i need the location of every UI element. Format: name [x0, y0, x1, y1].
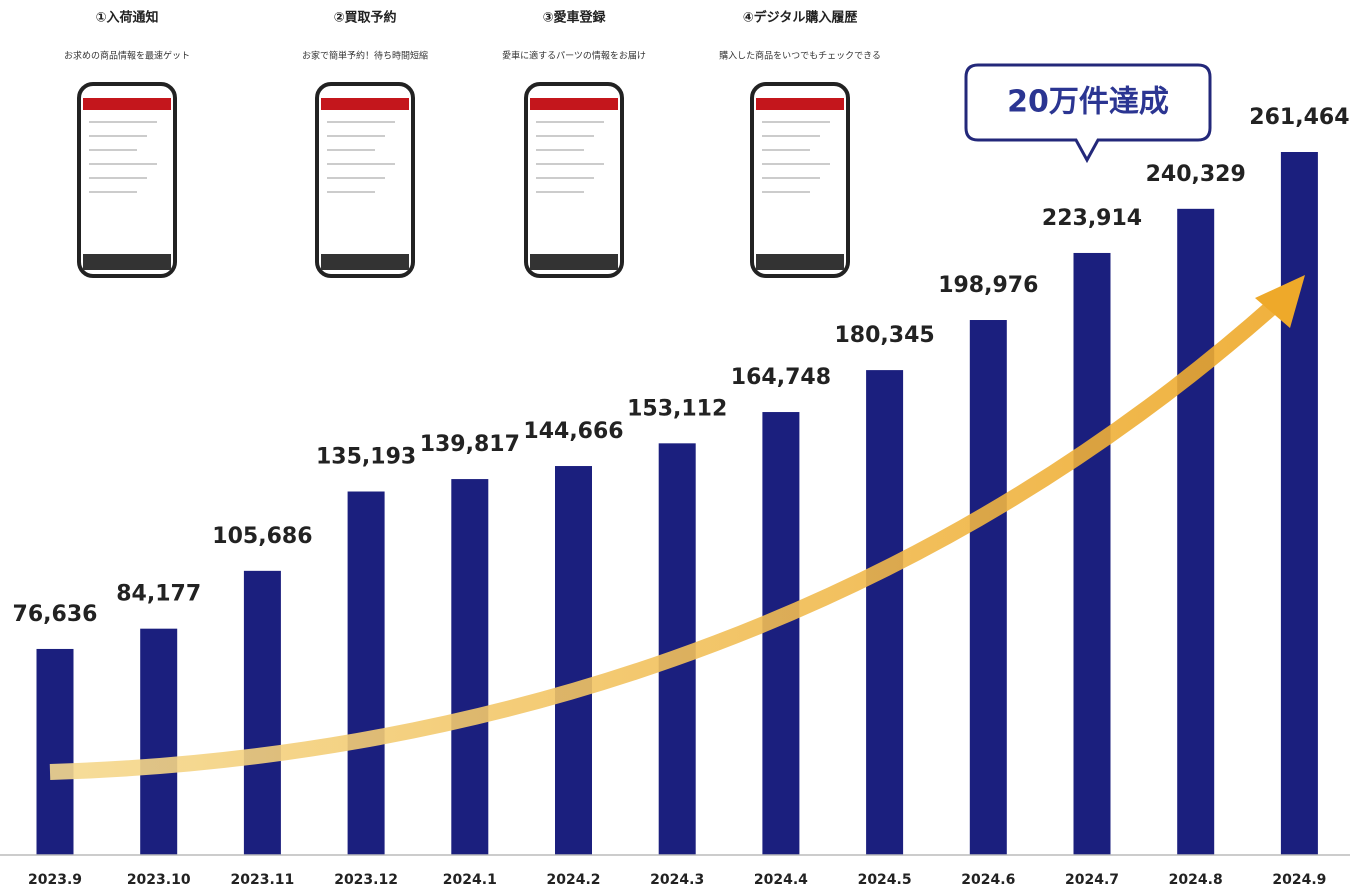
value-label: 164,748 — [731, 365, 831, 390]
bar — [1177, 208, 1215, 856]
callout: 20万件達成 — [964, 63, 1212, 164]
feature-description: お家で簡単予約！待ち時間短縮 — [302, 50, 428, 62]
feature-description: 購入した商品をいつでもチェックできる — [719, 50, 881, 62]
x-tick-label: 2023.10 — [127, 872, 191, 888]
value-label: 223,914 — [1042, 206, 1142, 231]
feature-title: ③愛車登録 — [542, 10, 606, 26]
x-tick-label: 2024.9 — [1272, 872, 1326, 888]
x-tick-label: 2023.12 — [334, 872, 398, 888]
phone-header — [321, 98, 409, 110]
bar — [243, 570, 281, 855]
value-label: 105,686 — [212, 524, 312, 549]
value-label: 153,112 — [627, 396, 727, 421]
callout-text: 20万件達成 — [1007, 85, 1169, 120]
value-label: 261,464 — [1249, 105, 1349, 130]
callout-box — [964, 63, 1212, 164]
phone-footer — [530, 254, 618, 270]
bar — [969, 320, 1007, 855]
bar — [1073, 252, 1111, 855]
bar — [347, 491, 385, 855]
value-label: 198,976 — [938, 273, 1038, 298]
value-label: 144,666 — [523, 419, 623, 444]
feature-title: ①入荷通知 — [95, 10, 158, 26]
bar — [1280, 152, 1318, 855]
bar — [866, 370, 904, 855]
x-tick-label: 2024.1 — [443, 872, 497, 888]
value-label: 76,636 — [13, 602, 98, 627]
bar — [555, 466, 592, 855]
x-tick-label: 2023.9 — [28, 872, 82, 888]
bars: 76,636 2023.9 84,177 2023.10 105,686 2023.11 1… — [13, 105, 1350, 888]
bar — [36, 648, 74, 855]
x-tick-label: 2023.11 — [231, 872, 295, 888]
phone-footer — [83, 254, 171, 270]
bar — [451, 479, 489, 855]
value-label: 180,345 — [834, 323, 934, 348]
phone-header — [530, 98, 618, 110]
feature-title: ②買取予約 — [333, 10, 396, 26]
value-label: 240,329 — [1146, 162, 1246, 187]
x-tick-label: 2024.8 — [1169, 872, 1223, 888]
phone — [77, 82, 177, 278]
x-tick-label: 2024.3 — [650, 872, 704, 888]
x-tick-label: 2024.2 — [546, 872, 600, 888]
bar — [140, 628, 178, 855]
phone — [315, 82, 415, 278]
phone — [750, 82, 850, 278]
value-label: 139,817 — [420, 432, 520, 457]
phone — [524, 82, 624, 278]
trend-arrow — [49, 294, 1286, 780]
x-tick-label: 2024.6 — [961, 872, 1015, 888]
phone-footer — [756, 254, 844, 270]
value-label: 84,177 — [116, 582, 201, 607]
phone-header — [756, 98, 844, 110]
feature-description: お求めの商品情報を最速ゲット — [64, 50, 190, 62]
trend-arrowhead — [1255, 275, 1305, 328]
feature-description: 愛車に適するパーツの情報をお届け — [502, 50, 646, 62]
feature-title: ④デジタル購入履歴 — [743, 10, 858, 26]
bar — [762, 412, 800, 855]
x-tick-label: 2024.4 — [754, 872, 808, 888]
phone-header — [83, 98, 171, 110]
phone-footer — [321, 254, 409, 270]
value-label: 135,193 — [316, 445, 416, 470]
x-tick-label: 2024.7 — [1065, 872, 1119, 888]
x-tick-label: 2024.5 — [858, 872, 912, 888]
